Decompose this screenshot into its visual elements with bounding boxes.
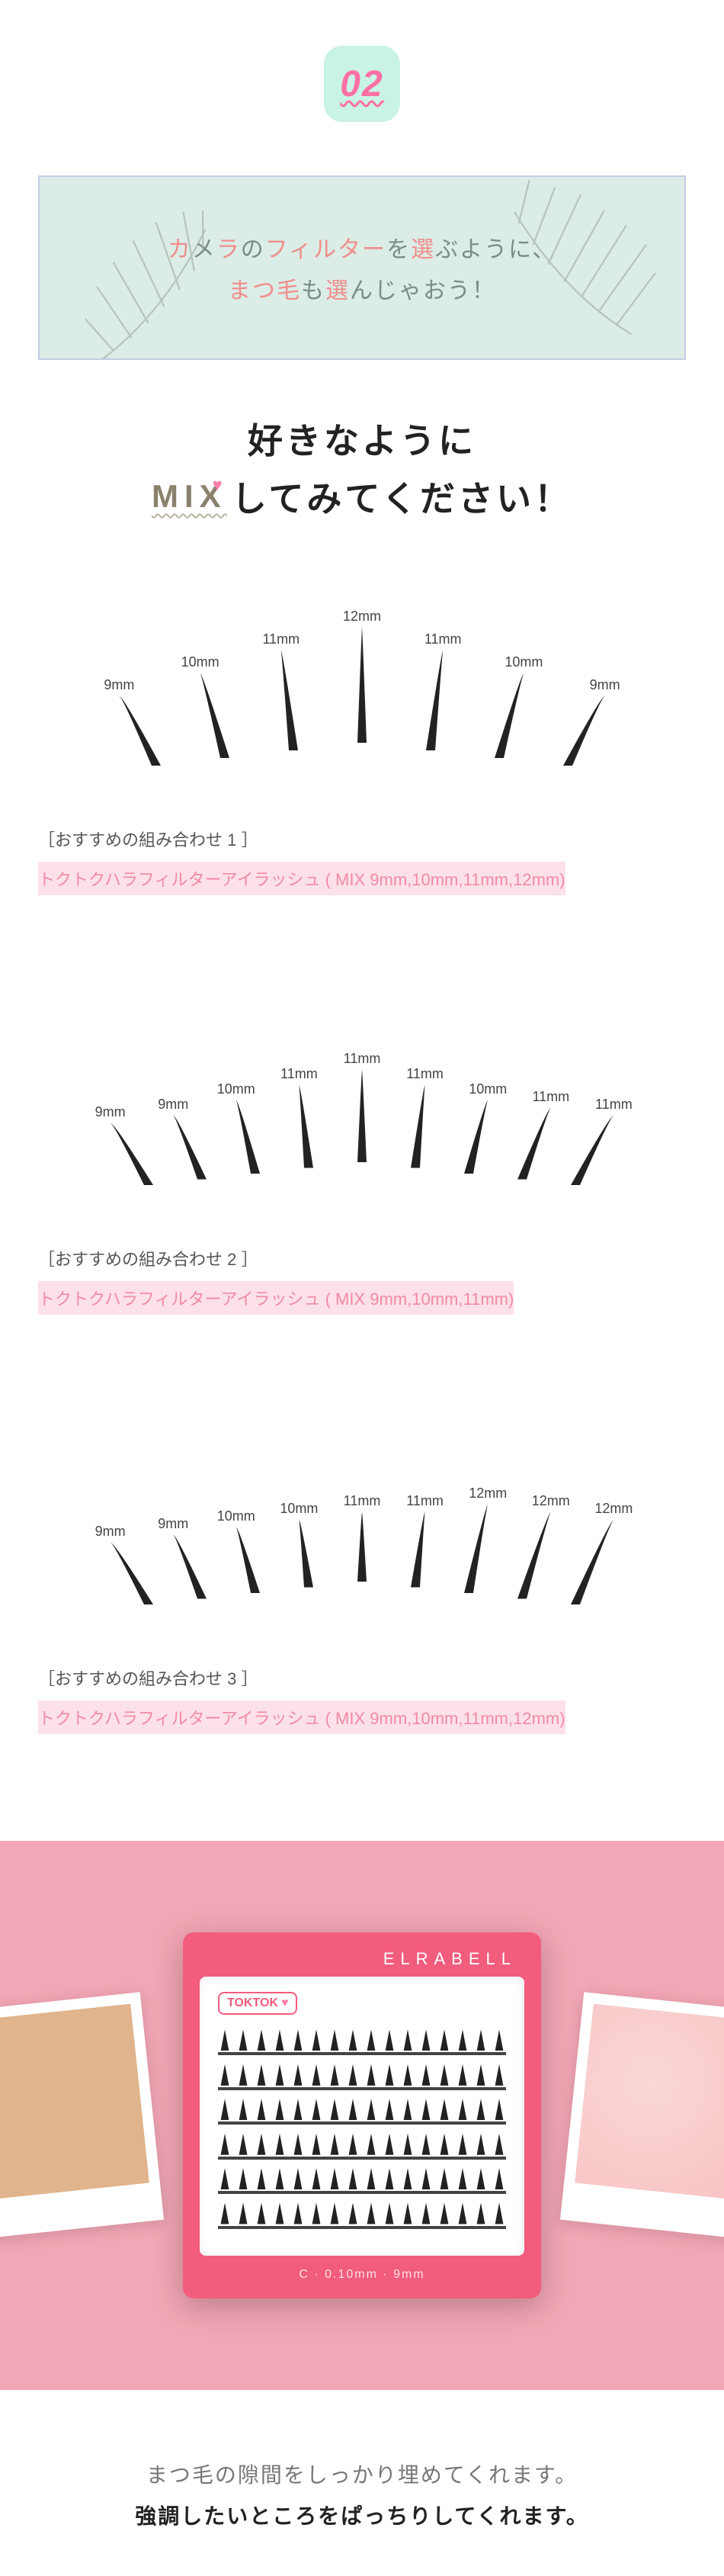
mix-word: MIX ♥ [152,478,227,515]
lash-fan-1: 9mm 10mm 11mm 12mm 11mm 10mm 9mm ［おすすめの組み合わせ 1 … [38,583,686,895]
product-photo-section: ELRABELL TOKTOK♥ C · 0.10mm · 9mm [0,1841,724,2390]
svg-text:10mm: 10mm [469,1081,507,1097]
combo-product: トクトクハラフィルターアイラッシュ ( MIX 9mm,10mm,11mm,12… [38,862,565,895]
lash-tray: TOKTOK♥ [200,1977,524,2256]
combo-product: トクトクハラフィルターアイラッシュ ( MIX 9mm,10mm,11mm,12… [38,1701,565,1734]
bottom-caption: まつ毛の隙間をしっかり埋めてくれます。 強調したいところをぱっちりしてくれます。 [0,2459,724,2530]
svg-text:9mm: 9mm [104,677,134,692]
svg-text:11mm: 11mm [280,1066,318,1081]
section-number: 02 [340,63,383,105]
headline-line-2: MIX ♥ してみてください！ [152,471,572,522]
svg-text:12mm: 12mm [594,1501,633,1516]
toktok-tab: TOKTOK♥ [218,1992,297,2015]
svg-text:11mm: 11mm [424,631,462,647]
combo-label: ［おすすめの組み合わせ 3 ］ [38,1665,686,1690]
svg-text:12mm: 12mm [343,609,381,624]
heart-icon: ♥ [213,475,229,495]
svg-text:10mm: 10mm [280,1501,318,1516]
combo-label: ［おすすめの組み合わせ 2 ］ [38,1246,686,1270]
lash-fan-2: 9mm 9mm 10mm 11mm 11mm 11mm 10mm 11mm 11mm ［おすすめの… [38,1002,686,1315]
lash-product-box: ELRABELL TOKTOK♥ C · 0.10mm · 9mm [183,1932,541,2298]
brand-label: ELRABELL [200,1949,524,1969]
mix-headline: 好きなように MIX ♥ してみてください！ [0,413,724,522]
svg-text:10mm: 10mm [181,654,219,670]
caption-line-2: 強調したいところをぱっちりしてくれます。 [0,2500,724,2530]
lash-spec-label: C · 0.10mm · 9mm [200,2268,524,2282]
svg-text:10mm: 10mm [217,1081,255,1097]
lash-fan-3: 9mm 9mm 10mm 10mm 11mm 11mm 12mm 12mm 12mm ［おすすめの… [38,1421,686,1734]
svg-text:12mm: 12mm [469,1486,507,1501]
lash-row [218,2099,506,2125]
lash-row [218,2029,506,2055]
svg-text:11mm: 11mm [406,1066,444,1081]
decorative-lash-left-icon [38,175,254,360]
svg-text:11mm: 11mm [262,631,300,647]
lash-row [218,2064,506,2090]
headline-line-1: 好きなように [0,413,724,464]
combo-product: トクトクハラフィルターアイラッシュ ( MIX 9mm,10mm,11mm) [38,1281,514,1315]
svg-text:11mm: 11mm [344,1051,381,1066]
svg-text:11mm: 11mm [406,1493,444,1508]
svg-text:10mm: 10mm [505,654,543,670]
lash-row [218,2203,506,2229]
polaroid-left [0,1992,164,2238]
polaroid-right [560,1992,724,2238]
svg-text:9mm: 9mm [95,1104,126,1119]
section-number-badge: 02 [324,46,400,122]
svg-text:11mm: 11mm [532,1089,569,1104]
combo-label: ［おすすめの組み合わせ 1 ］ [38,827,686,851]
heart-icon: ♥ [281,1996,289,2010]
svg-text:11mm: 11mm [595,1097,633,1112]
lash-row [218,2168,506,2194]
svg-text:11mm: 11mm [344,1493,381,1508]
decorative-lash-right-icon [473,175,686,356]
svg-text:9mm: 9mm [158,1097,188,1112]
svg-text:9mm: 9mm [590,677,620,692]
svg-text:9mm: 9mm [158,1516,188,1531]
lash-row [218,2134,506,2160]
svg-text:12mm: 12mm [532,1493,570,1508]
svg-text:10mm: 10mm [217,1508,255,1524]
svg-text:9mm: 9mm [95,1524,126,1539]
hero-banner: カメラのフィルターを選ぶように、 まつ毛も選んじゃおう！ [38,175,686,360]
caption-line-1: まつ毛の隙間をしっかり埋めてくれます。 [0,2459,724,2489]
